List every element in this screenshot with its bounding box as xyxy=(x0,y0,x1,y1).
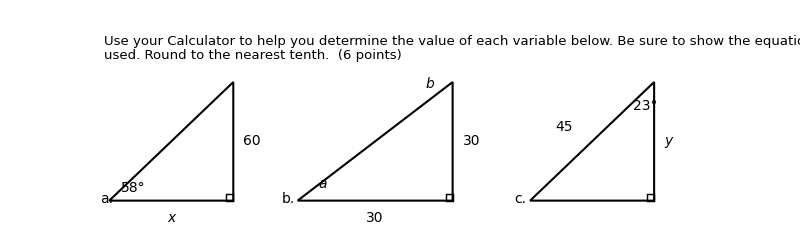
Text: 45: 45 xyxy=(555,120,573,134)
Text: b: b xyxy=(426,77,434,91)
Text: used. Round to the nearest tenth.  (6 points): used. Round to the nearest tenth. (6 poi… xyxy=(104,49,402,62)
Bar xyxy=(446,194,453,201)
Text: b.: b. xyxy=(282,192,295,206)
Text: y: y xyxy=(664,134,673,148)
Text: 58°: 58° xyxy=(121,181,146,195)
Text: Use your Calculator to help you determine the value of each variable below. Be s: Use your Calculator to help you determin… xyxy=(104,35,800,48)
Text: 30: 30 xyxy=(462,134,480,148)
Text: c.: c. xyxy=(514,192,526,206)
Bar xyxy=(226,194,234,201)
Text: 60: 60 xyxy=(243,134,261,148)
Text: 30: 30 xyxy=(366,211,384,225)
Bar xyxy=(647,194,654,201)
Text: x: x xyxy=(167,211,175,225)
Text: 23°: 23° xyxy=(634,99,658,113)
Text: a: a xyxy=(318,177,327,191)
Text: a.: a. xyxy=(100,192,113,206)
